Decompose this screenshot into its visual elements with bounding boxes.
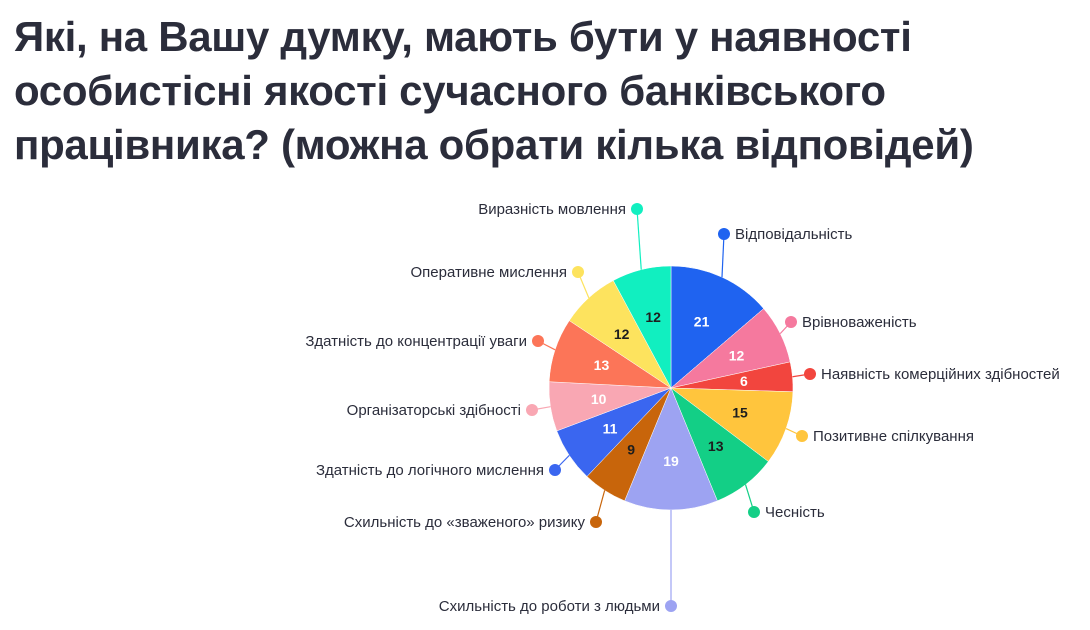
slice-label: Відповідальність [735, 226, 853, 243]
legend-marker [572, 266, 584, 278]
data-label: 15 [732, 404, 748, 420]
legend-marker [665, 600, 677, 612]
legend-marker [718, 228, 730, 240]
leader-line [636, 208, 642, 270]
slice-label: Наявність комерційних здібностей [821, 366, 1060, 383]
legend-marker [549, 464, 561, 476]
legend-marker [804, 368, 816, 380]
data-label: 21 [694, 314, 710, 330]
pie-slice [670, 265, 764, 389]
slice-label: Врівноваженість [802, 314, 917, 331]
slice-label: Позитивне спілкування [813, 428, 974, 445]
leader-line [721, 233, 725, 278]
legend-marker [785, 316, 797, 328]
data-label: 13 [708, 438, 724, 454]
slice-label: Схильність до роботи з людьми [439, 598, 660, 615]
legend-marker [532, 335, 544, 347]
data-label: 12 [645, 309, 661, 325]
slice-label: Здатність до концентрації уваги [305, 333, 527, 350]
data-label: 10 [591, 391, 607, 407]
slice-label: Оперативне мислення [411, 264, 567, 281]
chart-title: Які, на Вашу думку, мають бути у наявнос… [14, 13, 974, 168]
data-label: 12 [614, 326, 630, 342]
slice-label: Здатність до логічного мислення [316, 462, 544, 479]
data-label: 6 [740, 373, 748, 389]
data-label: 12 [729, 347, 745, 363]
slice-label: Чесність [765, 504, 825, 521]
pie-slice [612, 265, 672, 389]
pie-slice [670, 387, 794, 462]
data-label: 19 [663, 453, 679, 469]
legend-marker [631, 203, 643, 215]
data-label: 13 [594, 357, 610, 373]
data-label: 11 [603, 420, 618, 436]
slice-label: Виразність мовлення [478, 201, 626, 218]
data-label: 9 [627, 441, 635, 457]
legend-marker [796, 430, 808, 442]
pie-slice [624, 387, 718, 511]
slice-label: Схильність до «зваженого» ризику [344, 514, 586, 531]
legend-marker [526, 404, 538, 416]
slice-label: Організаторські здібності [347, 402, 521, 419]
legend-marker [748, 506, 760, 518]
legend-marker [590, 516, 602, 528]
